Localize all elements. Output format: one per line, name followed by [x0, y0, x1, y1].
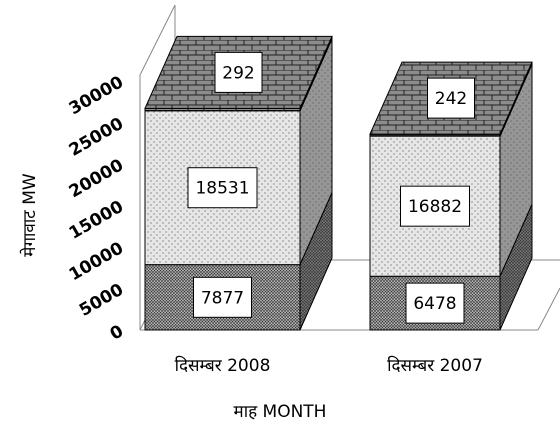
data-label: 242	[435, 89, 467, 109]
y-tick-label: 15000	[66, 197, 127, 244]
x-axis-title: माह MONTH	[234, 402, 327, 422]
data-label-box	[187, 167, 258, 209]
data-label: 7877	[201, 288, 244, 308]
x-tick-label: दिसम्बर 2008	[175, 355, 271, 376]
y-tick-label: 0	[107, 321, 127, 344]
x-tick-label: दिसम्बर 2007	[387, 355, 483, 376]
y-tick-label: 5000	[76, 280, 127, 321]
data-label: 18531	[195, 179, 249, 199]
data-label: 16882	[408, 197, 462, 217]
data-label-box	[214, 51, 263, 93]
data-label-box	[400, 185, 470, 227]
data-label: 6478	[413, 294, 456, 314]
y-tick-label: 30000	[66, 72, 127, 119]
y-tick-label: 10000	[66, 238, 127, 285]
y-tick-label: 25000	[66, 114, 127, 161]
data-label-box	[427, 77, 475, 119]
data-label-box	[405, 282, 465, 324]
y-tick-label: 20000	[66, 155, 127, 202]
y-axis-title: मेगावाट MW	[19, 173, 40, 257]
data-label-box	[193, 276, 252, 318]
data-label: 292	[222, 63, 254, 83]
